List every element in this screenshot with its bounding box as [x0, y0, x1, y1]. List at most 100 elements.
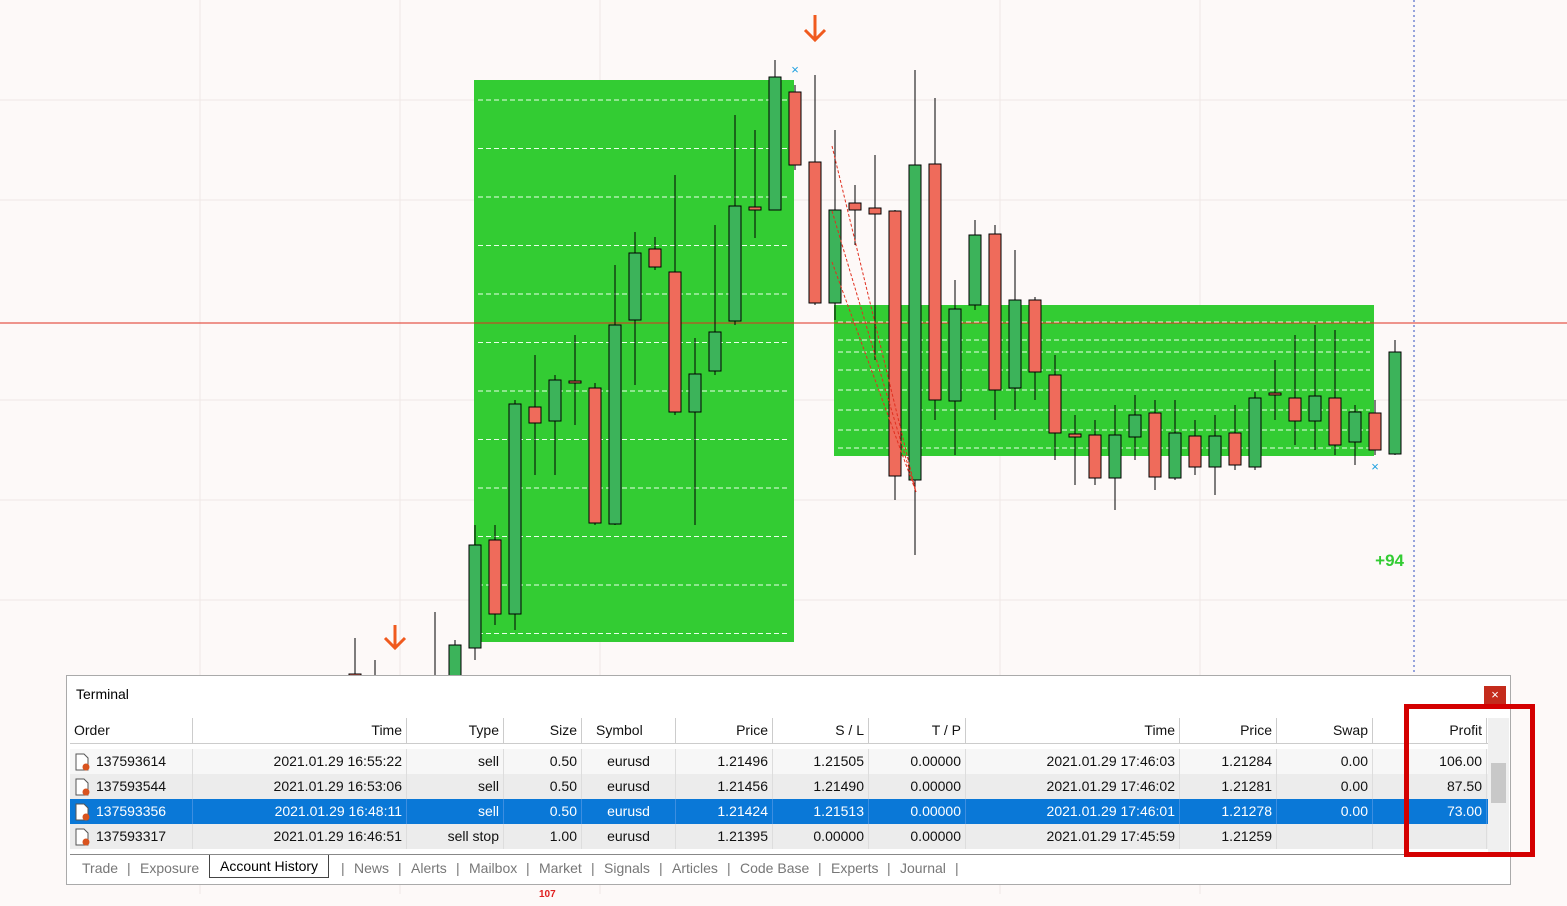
column-header[interactable]: Price	[676, 718, 773, 743]
candle-body	[468, 544, 482, 649]
tab-separator: |	[127, 860, 131, 876]
column-header[interactable]: Type	[407, 718, 504, 743]
table-row[interactable]: 137593544 2021.01.29 16:53:06 sell 0.50 euru…	[70, 774, 1488, 799]
table-cell: 1.21281	[1180, 774, 1277, 799]
tab-separator: |	[591, 860, 595, 876]
tab[interactable]: Account History	[209, 855, 330, 878]
table-cell: 0.00000	[869, 824, 966, 849]
tab-bar: Trade | Exposure | Account History | News | Aler…	[70, 854, 1488, 900]
table-cell: 1.21490	[773, 774, 869, 799]
tab[interactable]: Journal	[900, 860, 946, 876]
candle-body	[1028, 299, 1042, 373]
column-header[interactable]: Price	[1180, 718, 1277, 743]
candle-body	[668, 271, 682, 413]
tab[interactable]: Mailbox	[469, 860, 518, 876]
close-button[interactable]: ×	[1484, 686, 1506, 704]
table-cell: 1.21284	[1180, 749, 1277, 774]
order-icon	[75, 828, 90, 846]
column-header[interactable]: Time	[193, 718, 407, 743]
candle-body	[928, 163, 942, 401]
candle-body	[1068, 433, 1082, 438]
tab-separator: |	[526, 860, 530, 876]
column-header[interactable]: Time	[966, 718, 1180, 743]
candle-body	[1328, 397, 1342, 446]
column-header[interactable]: Swap	[1277, 718, 1373, 743]
table-cell	[1373, 824, 1487, 849]
tab[interactable]: Experts	[831, 860, 879, 876]
table-cell: 87.50	[1373, 774, 1487, 799]
candle-body	[1248, 397, 1262, 468]
table-cell: 0.00000	[869, 749, 966, 774]
tab-separator: |	[955, 860, 959, 876]
tab[interactable]: Trade	[82, 860, 119, 876]
candle-body	[1208, 435, 1222, 468]
column-header[interactable]: T / P	[869, 718, 966, 743]
highlight-box	[1404, 704, 1535, 857]
tab[interactable]: Exposure	[140, 860, 200, 876]
column-header[interactable]: Order	[70, 718, 193, 743]
candle-body	[868, 207, 882, 215]
marker: ×	[791, 62, 799, 77]
table-cell: 1.21513	[773, 799, 869, 824]
candles	[348, 60, 1402, 691]
tab-badge: 107	[539, 889, 556, 900]
column-header[interactable]: Profit	[1373, 718, 1487, 743]
candle-body	[808, 161, 822, 304]
candle-body	[628, 252, 642, 321]
table-row[interactable]: 137593356 2021.01.29 16:48:11 sell 0.50 euru…	[70, 799, 1488, 824]
candle-body	[488, 539, 502, 615]
table-cell: 137593614	[70, 749, 193, 774]
candle-body	[788, 91, 802, 166]
column-header[interactable]: Symbol	[582, 718, 676, 743]
table-row[interactable]: 137593317 2021.01.29 16:46:51 sell stop 1.0…	[70, 824, 1488, 849]
tab[interactable]: News	[354, 860, 390, 876]
tab[interactable]: Market 107	[539, 857, 582, 900]
tab[interactable]: Code Base	[740, 860, 810, 876]
tab-separator: |	[818, 860, 822, 876]
column-header[interactable]: Size	[504, 718, 582, 743]
table-cell: 1.21424	[676, 799, 773, 824]
tab[interactable]: Articles	[672, 860, 718, 876]
zone-levels	[478, 99, 1370, 634]
candle-body	[1268, 392, 1282, 396]
table-cell: eurusd	[582, 824, 676, 849]
candle-body	[528, 406, 542, 424]
table-cell: 1.21278	[1180, 799, 1277, 824]
candle-body	[568, 380, 582, 384]
column-header[interactable]: S / L	[773, 718, 869, 743]
scroll-thumb[interactable]	[1491, 763, 1506, 803]
tab[interactable]: Alerts	[411, 860, 447, 876]
candle-body	[988, 233, 1002, 391]
table-cell: sell	[407, 774, 504, 799]
tab[interactable]: Signals	[604, 860, 650, 876]
tab-separator: |	[398, 860, 402, 876]
candle-body	[1108, 434, 1122, 479]
terminal-title: Terminal	[76, 686, 129, 702]
candle-body	[828, 209, 842, 304]
table-cell: 2021.01.29 17:46:03	[966, 749, 1180, 774]
candle-body	[1008, 299, 1022, 389]
order-icon	[75, 753, 90, 771]
candle-body	[548, 379, 562, 422]
table-cell: 0.00	[1277, 774, 1373, 799]
table-cell	[1277, 824, 1373, 849]
candle-body	[588, 387, 602, 524]
table-row[interactable]: 137593614 2021.01.29 16:55:22 sell 0.50 euru…	[70, 749, 1488, 774]
table-cell: 1.21505	[773, 749, 869, 774]
icon-dot	[82, 788, 90, 796]
table-cell: 2021.01.29 16:55:22	[193, 749, 407, 774]
table-cell: 0.00000	[773, 824, 869, 849]
candle-body	[1188, 435, 1202, 468]
scrollbar[interactable]	[1488, 718, 1509, 853]
candle-body	[688, 373, 702, 413]
tab-separator: |	[456, 860, 460, 876]
table-cell: 2021.01.29 17:46:01	[966, 799, 1180, 824]
table-cell: 73.00	[1373, 799, 1487, 824]
candle-body	[1388, 351, 1402, 455]
table-cell: sell	[407, 749, 504, 774]
candle-body	[948, 308, 962, 402]
candle-body	[768, 76, 782, 211]
icon-dot	[82, 813, 90, 821]
